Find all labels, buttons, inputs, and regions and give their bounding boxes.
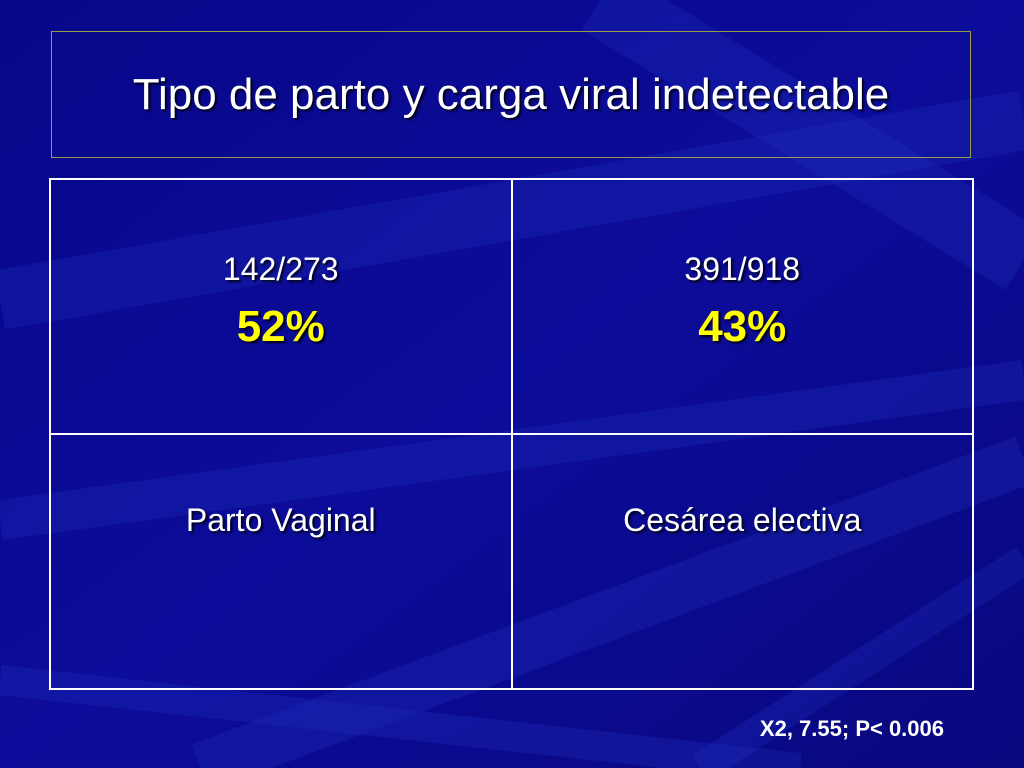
table-row: Parto Vaginal Cesárea electiva bbox=[49, 433, 974, 690]
slide-title: Tipo de parto y carga viral indetectable bbox=[132, 69, 890, 119]
title-box: Tipo de parto y carga viral indetectable bbox=[51, 31, 971, 158]
table-cell: 142/273 52% bbox=[49, 178, 513, 435]
fraction-value: 142/273 bbox=[222, 251, 339, 287]
percent-value: 52% bbox=[236, 302, 325, 351]
statistics-footnote: X2, 7.55; P< 0.006 bbox=[759, 716, 944, 741]
table-cell: Parto Vaginal bbox=[49, 433, 513, 690]
delivery-type-label: Parto Vaginal bbox=[185, 502, 376, 538]
fraction-value: 391/918 bbox=[684, 251, 801, 287]
percent-value: 43% bbox=[698, 302, 787, 351]
table-cell: Cesárea electiva bbox=[510, 433, 974, 690]
table-cell: 391/918 43% bbox=[510, 178, 974, 435]
delivery-type-label: Cesárea electiva bbox=[623, 502, 862, 538]
table-row: 142/273 52% 391/918 43% bbox=[49, 178, 974, 435]
results-table: 142/273 52% 391/918 43% Parto Vaginal Ce… bbox=[49, 178, 974, 690]
